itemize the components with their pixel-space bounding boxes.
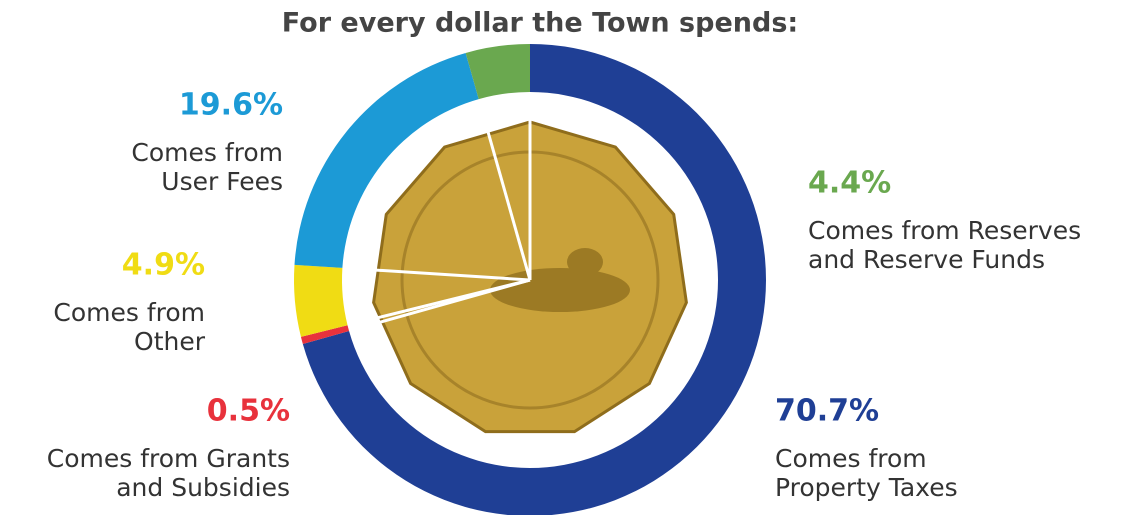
category-label: and Subsidies (116, 473, 290, 502)
donut-slice (300, 325, 350, 344)
category-label: and Reserve Funds (808, 245, 1045, 274)
value-label: 0.5% (207, 394, 290, 429)
chart-title: For every dollar the Town spends: (282, 8, 798, 39)
category-label: Other (134, 327, 206, 356)
value-label: 4.9% (122, 248, 205, 283)
coin-loon (490, 268, 630, 312)
slices (294, 44, 766, 515)
category-label: Comes from (53, 298, 205, 327)
category-label: Property Taxes (775, 473, 958, 502)
coin-divider (362, 278, 531, 323)
coin-loon-head (567, 248, 603, 276)
value-label: 70.7% (775, 394, 879, 429)
donut-slice (465, 44, 530, 100)
value-label: 19.6% (179, 88, 283, 123)
value-label: 4.4% (808, 166, 891, 201)
category-label: User Fees (161, 167, 283, 196)
category-label: Comes from Grants (47, 444, 290, 473)
category-label: Comes from Reserves (808, 216, 1081, 245)
donut-slice (294, 52, 479, 268)
coin-divider (481, 114, 532, 281)
category-label: Comes from (775, 444, 927, 473)
category-label: Comes from (131, 138, 283, 167)
donut-slice (294, 264, 348, 337)
coin-divider (358, 267, 531, 282)
